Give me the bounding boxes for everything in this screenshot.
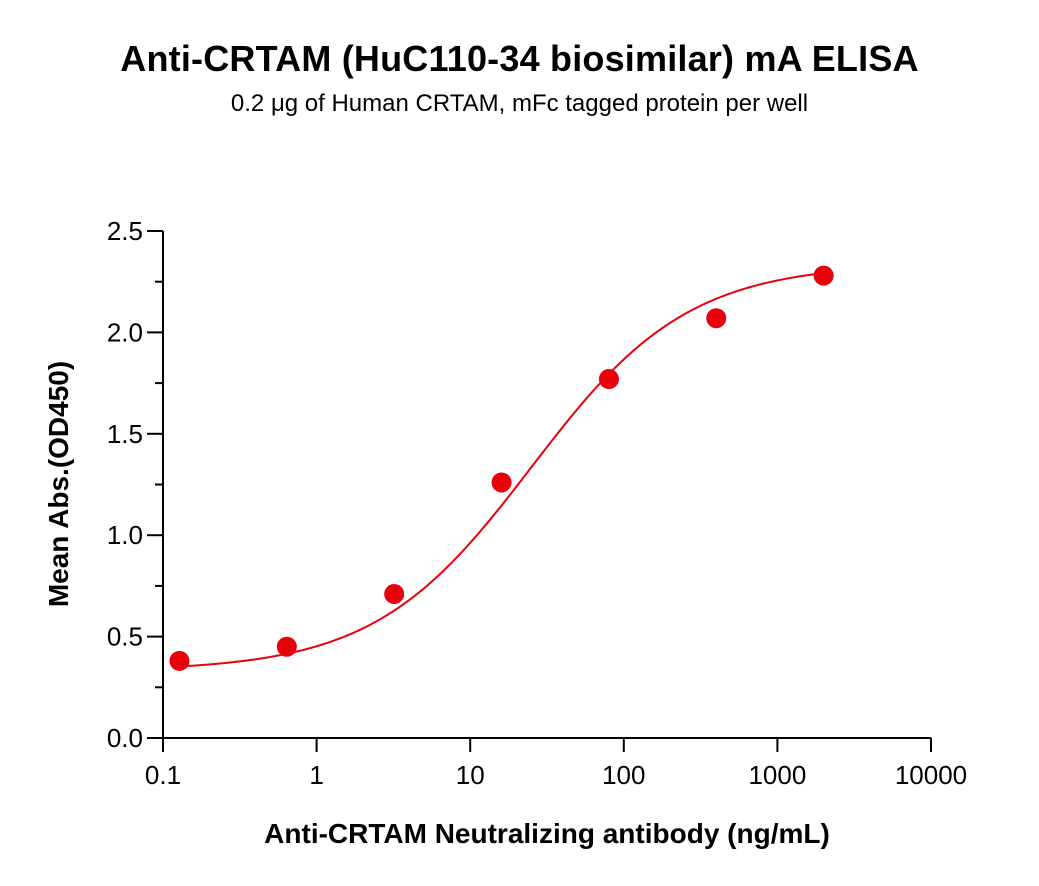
data-point — [706, 308, 727, 329]
data-points — [169, 265, 834, 671]
fit-curve — [179, 272, 824, 668]
axes — [162, 231, 931, 739]
y-tick-label: 0.5 — [107, 622, 143, 652]
x-tick-label: 100 — [602, 760, 645, 790]
data-point — [169, 650, 190, 671]
chart-subtitle: 0.2 μg of Human CRTAM, mFc tagged protei… — [230, 90, 809, 117]
x-tick-label: 10 — [456, 760, 485, 790]
y-tick-label: 0.0 — [107, 723, 143, 753]
y-axis-title: Mean Abs.(OD450) — [43, 361, 74, 607]
data-point — [598, 369, 619, 390]
x-tick-label: 1 — [309, 760, 323, 790]
y-tick-label: 2.5 — [107, 216, 143, 246]
data-point — [276, 636, 297, 657]
x-tick-label: 0.1 — [145, 760, 181, 790]
y-tick-label: 1.5 — [107, 419, 143, 449]
x-tick-label: 10000 — [895, 760, 967, 790]
data-point — [491, 472, 512, 493]
y-tick-label: 1.0 — [107, 520, 143, 550]
data-point — [384, 584, 405, 605]
ticks: 0.0 0.5 1.0 1.5 2.0 2.5 0.1 1 10 100 1000 10000 — [107, 216, 967, 790]
data-point — [813, 265, 834, 286]
x-tick-label: 1000 — [748, 760, 806, 790]
chart-title: Anti-CRTAM (HuC110-34 biosimilar) mA ELI… — [120, 38, 919, 79]
x-axis-title: Anti-CRTAM Neutralizing antibody (ng/mL) — [264, 818, 830, 849]
y-tick-label: 2.0 — [107, 317, 143, 347]
